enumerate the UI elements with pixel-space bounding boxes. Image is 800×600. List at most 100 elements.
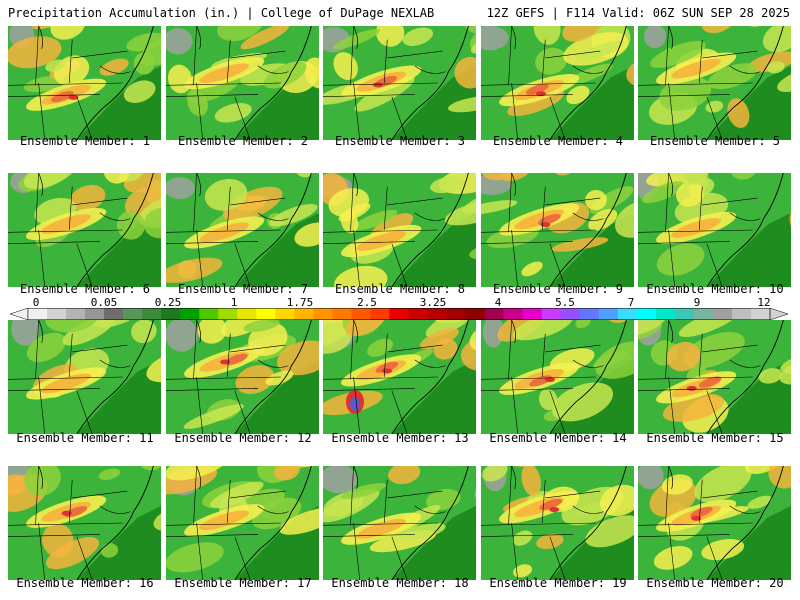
precip-field-contour (676, 181, 704, 207)
state-border (391, 243, 408, 287)
ensemble-panel (323, 26, 476, 140)
precip-field-contour (585, 515, 634, 548)
precip-map (8, 173, 161, 287)
state-border (234, 536, 251, 580)
state-border (323, 94, 415, 97)
precip-band-core (199, 510, 249, 531)
colorbar-swatch (332, 308, 352, 320)
ensemble-member-label: Ensemble Member: 2 (177, 134, 309, 148)
state-border (638, 82, 753, 86)
precip-field-contour (45, 59, 66, 72)
precip-map (166, 173, 319, 287)
state-border (665, 466, 669, 526)
state-border (8, 534, 100, 537)
ensemble-member-label: Ensemble Member: 11 (16, 431, 154, 445)
ensemble-member-label: Ensemble Member: 12 (174, 431, 312, 445)
precip-field-low (706, 65, 791, 140)
colorbar-arrow-right (769, 308, 788, 320)
ensemble-panel (481, 320, 634, 434)
precip-field-contour (513, 564, 533, 578)
precip-field-contour (240, 26, 290, 50)
state-border (638, 534, 730, 537)
state-border (166, 229, 281, 233)
ensemble-member-label: Ensemble Member: 18 (331, 576, 469, 590)
ensemble-panel (638, 320, 791, 434)
precip-field-contour (521, 261, 543, 277)
precip-map (166, 26, 319, 140)
coastline (549, 173, 627, 287)
precip-band-core (671, 218, 721, 238)
ensemble-member-label: Ensemble Member: 17 (174, 576, 312, 590)
state-border (230, 197, 286, 206)
state-border (193, 466, 197, 526)
state-border (665, 26, 669, 86)
lake-outline (353, 466, 359, 489)
lake-outline (196, 466, 202, 489)
precip-field-low (76, 505, 161, 580)
state-border (572, 505, 604, 514)
precip-field-contour (642, 181, 685, 204)
state-border (481, 229, 596, 233)
state-border (545, 197, 601, 206)
precip-field-contour (263, 61, 307, 89)
colorbar-swatch (617, 308, 638, 320)
colorbar-swatch (655, 308, 676, 320)
page-title: Precipitation Accumulation (in.) | Colle… (8, 6, 435, 20)
state-border (8, 376, 123, 380)
state-border (68, 186, 73, 231)
colorbar-tick-label: 1.75 (286, 296, 314, 309)
precip-field-contour (538, 388, 558, 411)
colorbar-swatch (47, 308, 67, 320)
precip-map (481, 173, 634, 287)
precip-maximum-core (691, 515, 702, 521)
colorbar-swatch (731, 308, 752, 320)
lake-outline (668, 26, 674, 49)
precip-field-contour (204, 178, 248, 211)
state-border (638, 388, 730, 391)
state-border (541, 479, 546, 524)
precip-field-trace (11, 320, 40, 346)
precip-band-core (671, 58, 721, 79)
precip-band-core (199, 222, 249, 243)
state-border (35, 320, 39, 380)
state-border (481, 534, 573, 537)
lake-outline (511, 173, 517, 196)
precip-field-contour (666, 341, 701, 372)
precip-field-contour (131, 320, 157, 344)
precip-field-contour (779, 359, 791, 385)
precip-field-contour (575, 40, 625, 61)
precip-field-contour (220, 320, 278, 337)
state-border (481, 376, 596, 380)
precip-field-contour (521, 466, 541, 497)
state-border (387, 344, 443, 353)
precip-field-contour (768, 466, 791, 489)
colorbar-swatch (636, 308, 657, 320)
colorbar-tick-label: 5.5 (555, 296, 575, 309)
state-border (8, 388, 100, 391)
lake-outline (38, 173, 44, 196)
precip-field-low (234, 359, 319, 434)
precip-field-contour (8, 36, 62, 69)
precip-field-contour (100, 543, 119, 558)
precip-field-contour (701, 539, 745, 561)
precip-field-contour (762, 26, 791, 53)
state-border (638, 229, 753, 233)
precip-maximum-core (61, 510, 72, 516)
state-border (414, 212, 446, 221)
coastline (234, 320, 312, 434)
state-border (76, 390, 93, 434)
precip-maximum-core (540, 222, 551, 228)
state-border (668, 376, 676, 434)
state-border (323, 82, 438, 86)
colorbar-swatch (28, 308, 48, 320)
state-border (572, 65, 604, 74)
colorbar-arrow-left (10, 308, 29, 320)
precip-field-contour (747, 51, 791, 73)
precip-field-contour (501, 173, 536, 182)
ensemble-member-label: Ensemble Member: 4 (492, 134, 624, 148)
state-border (638, 522, 753, 526)
colorbar (10, 308, 788, 320)
state-border (668, 229, 676, 287)
precip-field-contour (766, 61, 785, 74)
state-border (572, 359, 604, 368)
